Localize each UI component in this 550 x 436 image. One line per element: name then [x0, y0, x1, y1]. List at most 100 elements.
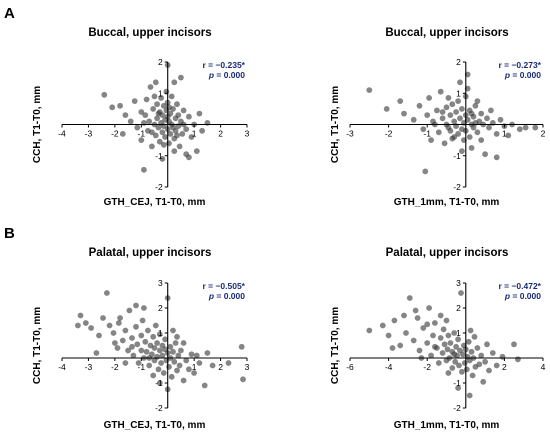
y-tick-label: 1: [158, 88, 163, 98]
data-point: [449, 101, 456, 108]
data-point: [129, 343, 135, 350]
data-point: [88, 325, 94, 331]
data-point: [488, 107, 494, 114]
data-point: [493, 131, 500, 137]
data-point: [93, 350, 100, 356]
data-point: [459, 368, 465, 375]
x-tick-label: 2: [218, 129, 223, 139]
x-tick-label: 2: [502, 362, 507, 372]
data-point: [455, 385, 461, 391]
data-point: [156, 347, 163, 354]
data-point: [459, 148, 465, 155]
x-tick-label: 3: [245, 362, 250, 372]
data-point: [428, 352, 434, 359]
data-point: [162, 336, 169, 343]
data-point: [410, 337, 417, 344]
data-point: [511, 341, 517, 348]
y-axis-label: CCH, T1-T0, mm: [330, 307, 341, 384]
data-point: [155, 110, 162, 117]
data-point: [156, 138, 163, 145]
data-point: [476, 361, 483, 368]
data-points: [75, 290, 246, 393]
data-point: [122, 360, 129, 366]
data-point: [416, 102, 423, 109]
data-point: [171, 79, 178, 86]
data-point: [178, 74, 184, 81]
x-axis-label: GTH_CEJ, T1-T0, mm: [104, 420, 206, 431]
data-point: [119, 337, 126, 344]
y-tick-label: -2: [155, 403, 163, 413]
data-point: [426, 305, 432, 311]
data-point: [441, 140, 448, 147]
data-point: [117, 315, 123, 321]
data-point: [82, 320, 89, 326]
data-point: [435, 360, 442, 366]
data-point: [156, 380, 163, 386]
data-point: [397, 342, 404, 349]
correlation-r: r = −0.235*: [202, 60, 245, 70]
data-point: [138, 332, 145, 339]
data-point: [439, 109, 446, 115]
data-point: [96, 332, 102, 339]
data-point: [379, 322, 386, 329]
data-point: [522, 124, 529, 131]
data-point: [176, 143, 183, 150]
data-point: [486, 367, 492, 374]
x-tick-label: -1: [423, 129, 431, 139]
data-point: [114, 345, 121, 351]
data-point: [166, 104, 172, 111]
data-point: [178, 347, 184, 354]
data-point: [199, 127, 206, 134]
data-point: [179, 131, 186, 137]
panel-label-a: A: [4, 5, 15, 22]
data-point: [445, 95, 452, 101]
data-point: [460, 351, 466, 358]
data-point: [457, 115, 463, 122]
x-tick-label: -3: [346, 129, 354, 139]
data-point: [383, 106, 390, 112]
data-point: [468, 348, 475, 355]
data-point: [515, 356, 521, 363]
data-point: [486, 124, 492, 131]
data-point: [532, 124, 539, 131]
data-point: [196, 110, 203, 117]
data-point: [516, 126, 523, 133]
scatter-chart-palatal-1mm: Palatal, upper incisors -6 -4 -2 2 4 -2 -1 1 2 3 GT…: [330, 247, 546, 431]
correlation-r: r = −0.273*: [498, 60, 541, 70]
data-point: [126, 307, 133, 314]
data-point: [480, 378, 487, 385]
data-point: [455, 98, 461, 104]
x-tick-label: -4: [58, 362, 66, 372]
data-point: [147, 84, 154, 90]
data-point: [474, 98, 481, 104]
y-tick-label: -1: [155, 151, 163, 161]
data-point: [174, 132, 180, 139]
data-point: [193, 352, 200, 359]
data-point: [149, 129, 155, 136]
chart-title: Palatal, upper incisors: [89, 247, 212, 259]
p-value: p = 0.000: [208, 291, 245, 301]
data-point: [397, 98, 404, 104]
y-axis-label: CCH, T1-T0, mm: [32, 307, 43, 384]
data-point: [188, 134, 195, 140]
data-point: [455, 131, 461, 137]
data-points: [366, 290, 521, 399]
data-point: [135, 360, 142, 366]
data-point: [152, 132, 159, 139]
data-point: [435, 129, 442, 136]
data-point: [154, 353, 161, 360]
data-point: [410, 116, 417, 123]
data-point: [167, 343, 174, 350]
data-point: [141, 305, 147, 311]
data-point: [176, 362, 183, 369]
data-point: [385, 332, 392, 339]
data-point: [196, 360, 203, 366]
data-point: [77, 312, 84, 319]
y-tick-label: -1: [453, 378, 461, 388]
correlation-r: r = −0.472*: [498, 281, 541, 291]
data-point: [204, 350, 211, 356]
x-tick-label: 1: [192, 129, 197, 139]
data-point: [401, 110, 407, 117]
data-point: [449, 135, 456, 142]
